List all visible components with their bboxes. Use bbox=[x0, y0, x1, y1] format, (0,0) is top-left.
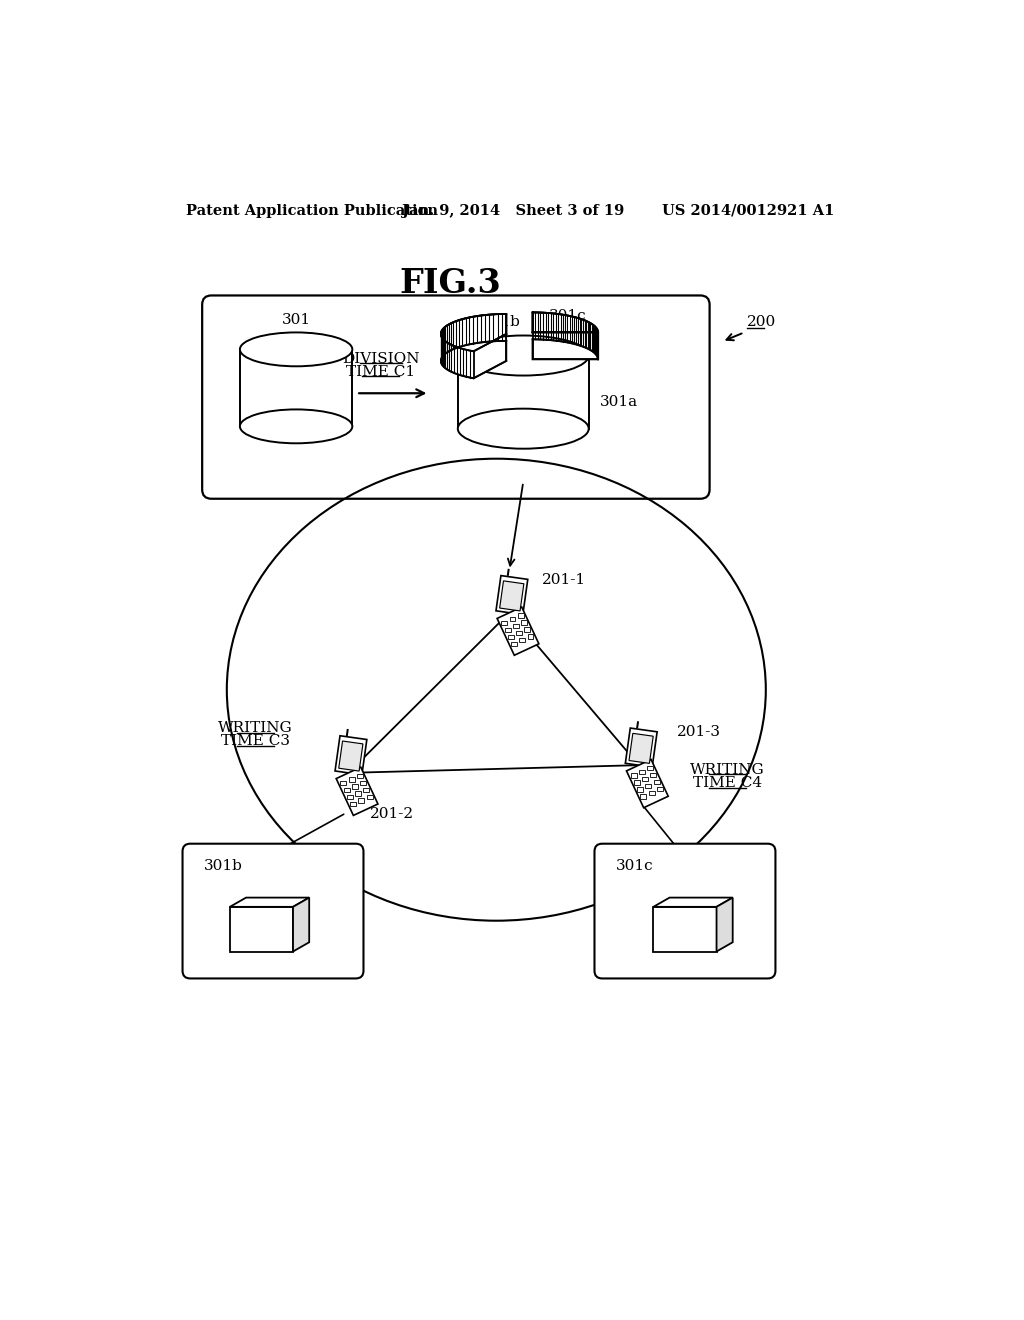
Bar bbox=[350, 803, 356, 807]
Polygon shape bbox=[627, 759, 669, 808]
Polygon shape bbox=[458, 355, 589, 429]
Text: Patent Application Publication: Patent Application Publication bbox=[186, 203, 438, 218]
Ellipse shape bbox=[458, 335, 589, 376]
Text: 201-1: 201-1 bbox=[542, 573, 586, 587]
Text: TIME C4: TIME C4 bbox=[693, 776, 762, 789]
Polygon shape bbox=[240, 350, 352, 426]
Bar bbox=[640, 795, 646, 799]
Polygon shape bbox=[441, 341, 506, 379]
Text: 301c: 301c bbox=[616, 859, 653, 873]
Bar bbox=[645, 784, 651, 788]
Bar bbox=[516, 631, 522, 635]
Bar bbox=[356, 774, 362, 777]
Bar bbox=[340, 781, 346, 785]
Text: US 2014/0012921 A1: US 2014/0012921 A1 bbox=[662, 203, 835, 218]
Polygon shape bbox=[626, 729, 657, 767]
Text: 301c: 301c bbox=[549, 309, 587, 323]
Polygon shape bbox=[496, 576, 527, 615]
Bar bbox=[519, 638, 525, 643]
Text: TIME C1: TIME C1 bbox=[346, 364, 416, 379]
FancyBboxPatch shape bbox=[595, 843, 775, 978]
Bar bbox=[631, 774, 637, 777]
Bar bbox=[650, 772, 656, 777]
Polygon shape bbox=[653, 907, 717, 952]
Bar bbox=[518, 614, 523, 618]
Bar bbox=[510, 618, 515, 622]
Text: WRITING: WRITING bbox=[218, 721, 293, 735]
Text: TIME C3: TIME C3 bbox=[221, 734, 290, 748]
Polygon shape bbox=[335, 735, 367, 775]
Polygon shape bbox=[532, 313, 598, 333]
Text: TIME C2: TIME C2 bbox=[484, 430, 554, 444]
Bar bbox=[527, 635, 534, 639]
Bar bbox=[653, 780, 659, 784]
Bar bbox=[639, 770, 645, 774]
Bar bbox=[360, 780, 366, 785]
Text: 201-3: 201-3 bbox=[677, 725, 721, 739]
Bar bbox=[347, 795, 353, 800]
Bar bbox=[502, 620, 507, 626]
Polygon shape bbox=[629, 734, 653, 763]
Text: 301b: 301b bbox=[482, 314, 521, 329]
Bar bbox=[513, 624, 519, 628]
Polygon shape bbox=[441, 314, 506, 351]
Polygon shape bbox=[532, 339, 598, 359]
Text: 301: 301 bbox=[282, 313, 310, 327]
Bar bbox=[647, 766, 653, 770]
Bar bbox=[367, 795, 373, 799]
Ellipse shape bbox=[240, 409, 352, 444]
Bar bbox=[656, 787, 663, 791]
Polygon shape bbox=[653, 898, 733, 907]
Polygon shape bbox=[497, 607, 539, 655]
Polygon shape bbox=[339, 741, 362, 771]
Text: Jan. 9, 2014   Sheet 3 of 19: Jan. 9, 2014 Sheet 3 of 19 bbox=[401, 203, 624, 218]
Bar bbox=[637, 788, 643, 792]
Polygon shape bbox=[293, 898, 309, 952]
Text: WRITING: WRITING bbox=[690, 763, 765, 776]
Polygon shape bbox=[500, 581, 524, 611]
Bar bbox=[524, 627, 530, 632]
Text: 200: 200 bbox=[746, 315, 776, 330]
Ellipse shape bbox=[458, 409, 589, 449]
Polygon shape bbox=[717, 898, 733, 952]
Text: 301a: 301a bbox=[600, 395, 638, 409]
Bar bbox=[348, 777, 354, 781]
Bar bbox=[634, 780, 640, 784]
Ellipse shape bbox=[240, 333, 352, 367]
Text: WRITING: WRITING bbox=[482, 417, 557, 432]
Polygon shape bbox=[230, 898, 309, 907]
Bar bbox=[358, 799, 365, 803]
Text: 301b: 301b bbox=[204, 859, 243, 873]
Bar bbox=[521, 620, 527, 624]
Polygon shape bbox=[336, 767, 378, 816]
Bar bbox=[344, 788, 349, 792]
Bar bbox=[648, 791, 654, 795]
Text: FIG.3: FIG.3 bbox=[399, 267, 501, 300]
Bar bbox=[642, 776, 648, 781]
Bar bbox=[352, 784, 357, 788]
Bar bbox=[364, 788, 370, 792]
Bar bbox=[355, 792, 361, 796]
Bar bbox=[511, 642, 517, 647]
Bar bbox=[508, 635, 514, 639]
Text: 201-2: 201-2 bbox=[370, 808, 414, 821]
Text: DIVISION: DIVISION bbox=[342, 351, 420, 366]
FancyBboxPatch shape bbox=[182, 843, 364, 978]
Polygon shape bbox=[230, 907, 293, 952]
Bar bbox=[505, 628, 511, 632]
